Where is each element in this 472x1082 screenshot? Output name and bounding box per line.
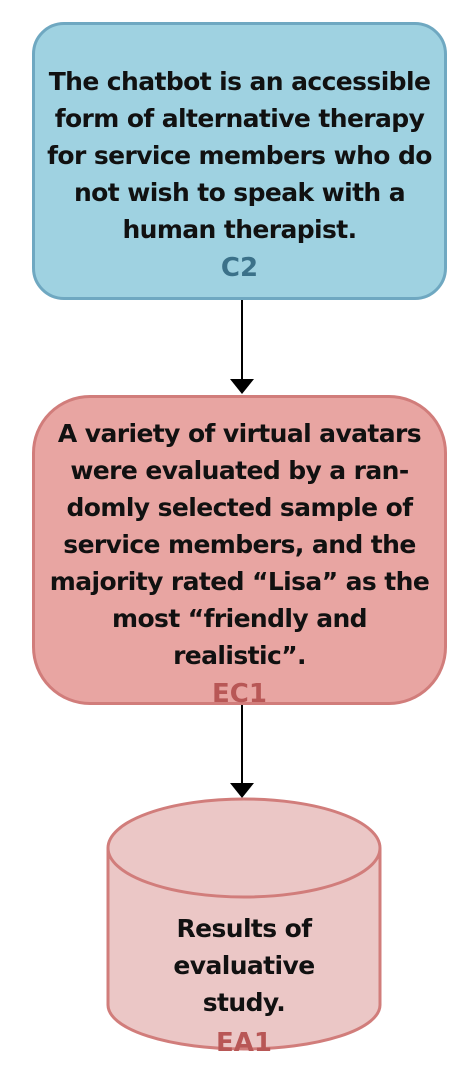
evidence-node: A variety of virtual avatars were evalua… [32,395,447,709]
evidence-text: A variety of virtual avatars were evalua… [49,418,430,670]
claim-text: The chatbot is an accessible form of alt… [47,66,432,244]
artefact-tag: EA1 [216,1028,272,1058]
claim-node: The chatbot is an accessible form of alt… [32,22,447,300]
claim-tag: C2 [220,252,259,283]
edge-claim-to-evidence [230,300,254,394]
evidence-tag: EC1 [212,678,267,709]
artefact-text: Results of evaluative study. [173,914,315,1017]
edge-evidence-to-artefact [230,705,254,798]
artefact-cylinder [106,797,382,1051]
artefact-node: Results of evaluative study. EA1 [108,910,380,1059]
